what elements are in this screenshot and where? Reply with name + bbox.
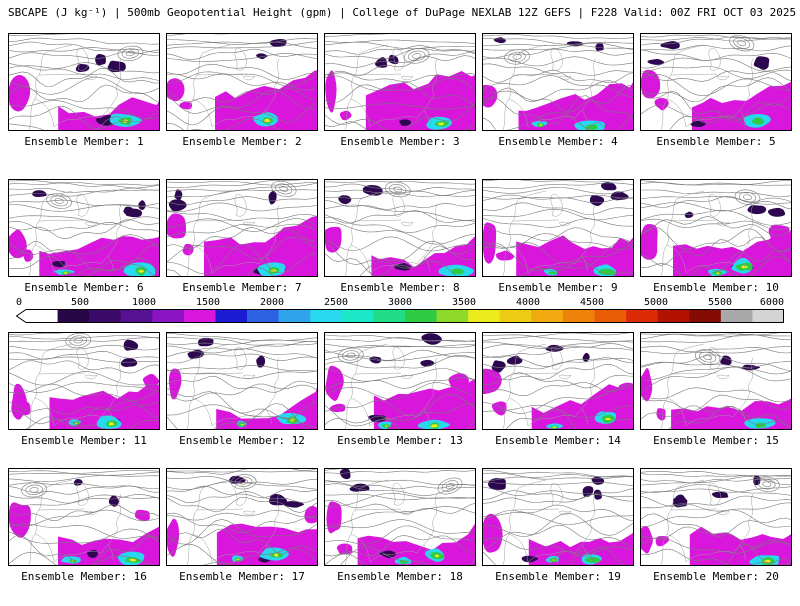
colorbar-tick: 3000 [387, 297, 413, 308]
ensemble-panel-5: Ensemble Member: 5 [640, 33, 792, 148]
ensemble-map-3 [324, 33, 476, 131]
ensemble-map-10 [640, 179, 792, 277]
colorbar-tick: 2500 [323, 297, 349, 308]
ensemble-panel-1: Ensemble Member: 1 [8, 33, 160, 148]
ensemble-member-label: Ensemble Member: 18 [337, 570, 463, 583]
ensemble-map-19 [482, 468, 634, 566]
ensemble-map-9 [482, 179, 634, 277]
panel-row-2: Ensemble Member: 6 Ensemble Member: 7 Ense… [0, 179, 800, 294]
ensemble-member-label: Ensemble Member: 12 [179, 434, 305, 447]
ensemble-panel-14: Ensemble Member: 14 [482, 332, 634, 447]
panel-row-1: Ensemble Member: 1 Ensemble Member: 2 Ense… [0, 33, 800, 148]
colorbar-tick: 6000 [759, 297, 784, 308]
ensemble-map-18 [324, 468, 476, 566]
ensemble-panel-8: Ensemble Member: 8 [324, 179, 476, 294]
ensemble-panel-7: Ensemble Member: 7 [166, 179, 318, 294]
colorbar: 0 500 1000 1500 2000 2500 3000 3500 4000 4500 5000… [16, 297, 784, 323]
ensemble-panel-17: Ensemble Member: 17 [166, 468, 318, 583]
colorbar-tick: 5500 [707, 297, 733, 308]
ensemble-map-2 [166, 33, 318, 131]
ensemble-panel-10: Ensemble Member: 10 [640, 179, 792, 294]
ensemble-map-16 [8, 468, 160, 566]
ensemble-map-17 [166, 468, 318, 566]
ensemble-panel-19: Ensemble Member: 19 [482, 468, 634, 583]
panel-grid-top: Ensemble Member: 1 Ensemble Member: 2 Ense… [0, 33, 800, 294]
colorbar-tick: 3500 [451, 297, 477, 308]
ensemble-panel-16: Ensemble Member: 16 [8, 468, 160, 583]
ensemble-member-label: Ensemble Member: 11 [21, 434, 147, 447]
colorbar-tick: 0 [16, 297, 23, 308]
ensemble-member-label: Ensemble Member: 8 [340, 281, 460, 294]
panel-grid-bottom: Ensemble Member: 11 Ensemble Member: 12 En… [0, 332, 800, 583]
ensemble-map-6 [8, 179, 160, 277]
ensemble-map-1 [8, 33, 160, 131]
colorbar-tick: 4000 [515, 297, 541, 308]
ensemble-panel-2: Ensemble Member: 2 [166, 33, 318, 148]
ensemble-panel-9: Ensemble Member: 9 [482, 179, 634, 294]
ensemble-member-label: Ensemble Member: 10 [653, 281, 779, 294]
colorbar-tick: 1500 [195, 297, 221, 308]
ensemble-map-13 [324, 332, 476, 430]
ensemble-member-label: Ensemble Member: 5 [656, 135, 776, 148]
ensemble-member-label: Ensemble Member: 13 [337, 434, 463, 447]
ensemble-member-label: Ensemble Member: 1 [24, 135, 144, 148]
colorbar-tick: 500 [70, 297, 90, 308]
ensemble-panel-11: Ensemble Member: 11 [8, 332, 160, 447]
panel-row-3: Ensemble Member: 11 Ensemble Member: 12 En… [0, 332, 800, 447]
ensemble-map-11 [8, 332, 160, 430]
ensemble-member-label: Ensemble Member: 19 [495, 570, 621, 583]
ensemble-panel-13: Ensemble Member: 13 [324, 332, 476, 447]
gefs-ensemble-product: SBCAPE (J kg⁻¹) | 500mb Geopotential Hei… [0, 6, 800, 606]
ensemble-member-label: Ensemble Member: 7 [182, 281, 302, 294]
ensemble-panel-4: Ensemble Member: 4 [482, 33, 634, 148]
ensemble-map-7 [166, 179, 318, 277]
ensemble-map-4 [482, 33, 634, 131]
ensemble-map-12 [166, 332, 318, 430]
ensemble-panel-18: Ensemble Member: 18 [324, 468, 476, 583]
ensemble-member-label: Ensemble Member: 9 [498, 281, 618, 294]
ensemble-map-8 [324, 179, 476, 277]
ensemble-member-label: Ensemble Member: 16 [21, 570, 147, 583]
ensemble-member-label: Ensemble Member: 20 [653, 570, 779, 583]
ensemble-panel-20: Ensemble Member: 20 [640, 468, 792, 583]
colorbar-tick: 2000 [259, 297, 285, 308]
colorbar-tick: 4500 [579, 297, 605, 308]
ensemble-member-label: Ensemble Member: 3 [340, 135, 460, 148]
product-title: SBCAPE (J kg⁻¹) | 500mb Geopotential Hei… [8, 6, 797, 19]
ensemble-member-label: Ensemble Member: 2 [182, 135, 302, 148]
ensemble-member-label: Ensemble Member: 17 [179, 570, 305, 583]
ensemble-member-label: Ensemble Member: 14 [495, 434, 621, 447]
ensemble-panel-15: Ensemble Member: 15 [640, 332, 792, 447]
ensemble-panel-6: Ensemble Member: 6 [8, 179, 160, 294]
colorbar-tick: 1000 [131, 297, 157, 308]
ensemble-panel-12: Ensemble Member: 12 [166, 332, 318, 447]
ensemble-map-14 [482, 332, 634, 430]
panel-row-4: Ensemble Member: 16 Ensemble Member: 17 En… [0, 468, 800, 583]
ensemble-member-label: Ensemble Member: 15 [653, 434, 779, 447]
ensemble-map-20 [640, 468, 792, 566]
ensemble-map-15 [640, 332, 792, 430]
ensemble-map-5 [640, 33, 792, 131]
ensemble-panel-3: Ensemble Member: 3 [324, 33, 476, 148]
ensemble-member-label: Ensemble Member: 6 [24, 281, 144, 294]
colorbar-tick-labels: 0 500 1000 1500 2000 2500 3000 3500 4000 4500 5000… [16, 297, 784, 308]
ensemble-member-label: Ensemble Member: 4 [498, 135, 618, 148]
colorbar-tick: 5000 [643, 297, 669, 308]
colorbar-scale [16, 309, 784, 323]
